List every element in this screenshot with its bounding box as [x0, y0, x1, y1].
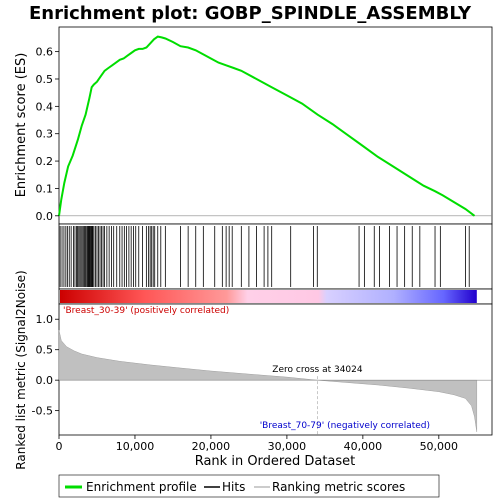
x-tick-label: 50,000	[420, 440, 459, 453]
x-tick-label: 10,000	[116, 440, 155, 453]
es-y-axis-title: Enrichment score (ES)	[14, 53, 29, 198]
es-y-tick-label: 0.3	[36, 128, 54, 141]
es-plot-area	[58, 35, 492, 217]
metric-y-axis-title: Ranked list metric (Signal2Noise)	[14, 270, 28, 469]
es-panel	[58, 26, 493, 225]
positive-correlation-label: 'Breast_30-39' (positively correlated)	[63, 306, 229, 316]
legend-label-profile: Enrichment profile	[86, 480, 197, 494]
axes: 0.0 0.1 0.2 0.3 0.4 0.5 0.6 -0.5 0.0 0.5 1.0 0 10,00…	[32, 46, 459, 453]
ranking-metric-area	[58, 330, 478, 433]
x-tick-label: 30,000	[268, 440, 307, 453]
metric-y-tick-label: -0.5	[32, 405, 53, 418]
es-y-tick-label: 0.1	[36, 182, 54, 195]
chart-title: Enrichment plot: GOBP_SPINDLE_ASSEMBLY	[29, 3, 472, 24]
metric-y-tick-label: 1.0	[36, 313, 54, 326]
metric-y-tick-label: 0.5	[36, 344, 54, 357]
x-tick-label: 40,000	[344, 440, 383, 453]
es-y-tick-label: 0.6	[36, 46, 54, 59]
legend-label-hits: Hits	[222, 480, 245, 494]
negative-correlation-label: 'Breast_70-79' (negatively correlated)	[260, 421, 430, 431]
es-y-tick-label: 0.5	[36, 73, 54, 86]
zero-cross-label: Zero cross at 34024	[272, 365, 363, 375]
es-y-tick-label: 0.4	[36, 100, 54, 113]
es-y-tick-label: 0.2	[36, 155, 54, 168]
metric-plot-area	[58, 330, 492, 435]
x-tick-label: 0	[56, 440, 63, 453]
enrichment-profile-line	[58, 35, 476, 217]
x-axis-title: Rank in Ordered Dataset	[195, 454, 356, 469]
legend-box	[58, 474, 440, 498]
hits-area	[59, 226, 470, 287]
x-tick-label: 20,000	[192, 440, 231, 453]
es-y-tick-label: 0.0	[36, 210, 54, 223]
legend-label-metric: Ranking metric scores	[272, 480, 405, 494]
rank-color-bar	[60, 290, 477, 303]
metric-y-tick-label: 0.0	[36, 374, 54, 387]
